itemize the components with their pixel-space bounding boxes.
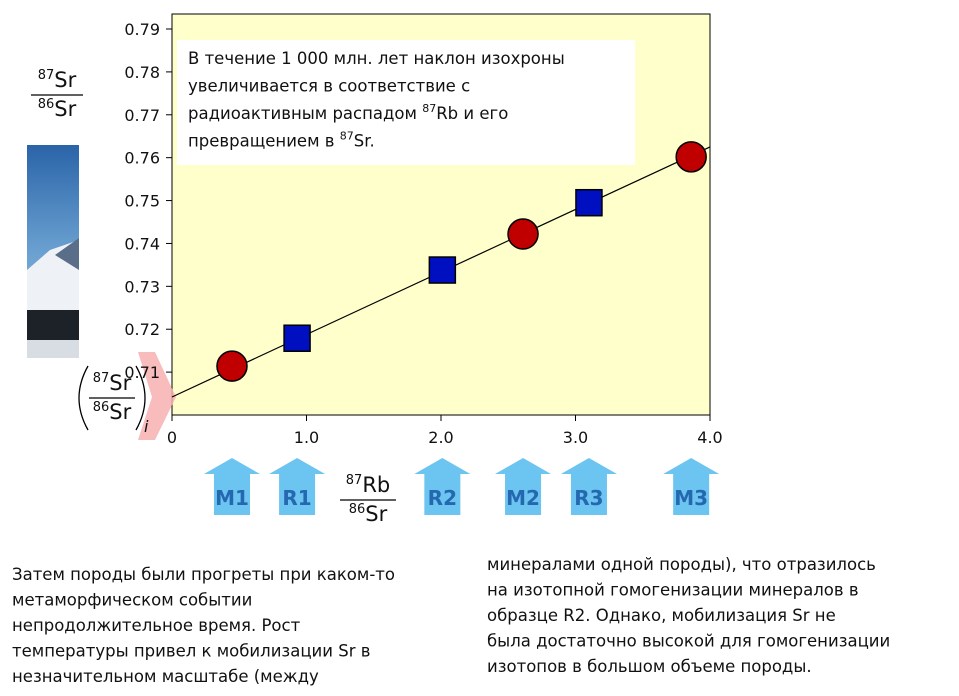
- annotation-text: В течение 1 000 млн. лет наклон изохроны: [188, 49, 565, 68]
- sample-arrow: [414, 458, 471, 515]
- initial-ratio-arrow: [138, 352, 176, 440]
- element: Sr: [54, 97, 76, 121]
- superscript: 87: [340, 130, 354, 143]
- body-text-line: была достаточно высокой для гомогенизаци…: [487, 632, 890, 651]
- element: Sr: [109, 371, 131, 395]
- data-point: [283, 324, 311, 352]
- annotation-text: увеличивается в соответствие с: [188, 77, 470, 96]
- data-point: [507, 218, 539, 250]
- y-tick-label: 0.75: [124, 192, 160, 211]
- superscript: 87: [422, 102, 436, 115]
- data-point: [675, 141, 707, 173]
- sample-arrow: [269, 458, 326, 515]
- mass-number: 86: [349, 502, 366, 517]
- numerator: 87Sr: [93, 371, 132, 395]
- y-tick-label: 0.76: [124, 149, 160, 168]
- sample-label: M3: [674, 486, 708, 510]
- denominator: 86Sr: [38, 97, 77, 121]
- sample-label: R2: [428, 486, 457, 510]
- x-tick-label: 1.0: [294, 428, 319, 447]
- body-text-line: метаморфическом событии: [12, 591, 252, 610]
- body-text-line: температуры привел к мобилизации Sr в: [12, 642, 370, 661]
- element: Sr: [365, 502, 387, 526]
- denominator: 86Sr: [349, 502, 388, 526]
- annotation-line: радиоактивным распадом 87Rb и его: [188, 102, 508, 123]
- mass-number: 86: [38, 97, 55, 112]
- sample-arrow: [560, 458, 617, 515]
- denominator: 86Sr: [93, 400, 132, 424]
- sample-arrow: [203, 458, 260, 515]
- subscript: i: [144, 417, 149, 436]
- sample-arrow: [495, 458, 552, 515]
- body-text-line: непродолжительное время. Рост: [12, 616, 301, 635]
- mass-number: 87: [93, 371, 110, 386]
- numerator: 87Rb: [346, 473, 390, 497]
- sample-label: R3: [574, 486, 603, 510]
- numerator: 87Sr: [38, 68, 77, 92]
- y-tick-label: 0.71: [124, 363, 160, 382]
- y-tick-label: 0.73: [124, 277, 160, 296]
- sample-arrow: [663, 458, 720, 515]
- data-point: [428, 256, 457, 284]
- y-tick-label: 0.79: [124, 20, 160, 39]
- sample-label: R1: [282, 486, 311, 510]
- annotation-text: Sr.: [354, 132, 375, 151]
- chart: 0.71 0.72 0.73 0.74 0.75 0.76 0.77 0.78 0.79 0 1.0…: [12, 20, 890, 686]
- sample-label: M2: [506, 486, 540, 510]
- parenthesis: [135, 365, 146, 431]
- data-point: [216, 350, 248, 382]
- x-tick-label: 2.0: [428, 428, 453, 447]
- annotation-line: превращением в 87Sr.: [188, 130, 375, 151]
- annotation-line: В течение 1 000 млн. лет наклон изохроны: [188, 49, 565, 68]
- annotation-line: увеличивается в соответствие с: [188, 77, 470, 96]
- element: Sr: [54, 68, 76, 92]
- parenthesis: [78, 365, 89, 431]
- data-point: [575, 188, 603, 217]
- x-tick-label: 0: [167, 428, 177, 447]
- photo: [27, 145, 79, 358]
- annotation-text: Rb и его: [436, 104, 508, 123]
- mass-number: 86: [93, 400, 110, 415]
- annotation-box: [177, 40, 635, 165]
- body-text-line: Затем породы были прогреты при каком-то: [12, 565, 395, 584]
- x-tick-label: 4.0: [697, 428, 722, 447]
- y-tick-label: 0.74: [124, 234, 160, 253]
- body-text-line: образце R2. Однако, мобилизация Sr не: [487, 606, 836, 625]
- y-tick-label: 0.72: [124, 320, 160, 339]
- y-tick-label: 0.78: [124, 63, 160, 82]
- annotation-text: радиоактивным распадом: [188, 104, 422, 123]
- annotation-text: превращением в: [188, 132, 340, 151]
- body-text-line: незначительном масштабе (между: [12, 667, 319, 686]
- element: Sr: [109, 400, 131, 424]
- x-tick-label: 3.0: [563, 428, 588, 447]
- mass-number: 87: [346, 473, 363, 488]
- element: Rb: [362, 473, 390, 497]
- body-text-line: изотопов в большом объеме породы.: [487, 657, 812, 676]
- sample-label: M1: [215, 486, 249, 510]
- mass-number: 87: [38, 68, 55, 83]
- body-text-line: на изотопной гомогенизации минералов в: [487, 581, 859, 600]
- body-text-line: минералами одной породы), что отразилось: [487, 555, 876, 574]
- y-tick-label: 0.77: [124, 106, 160, 125]
